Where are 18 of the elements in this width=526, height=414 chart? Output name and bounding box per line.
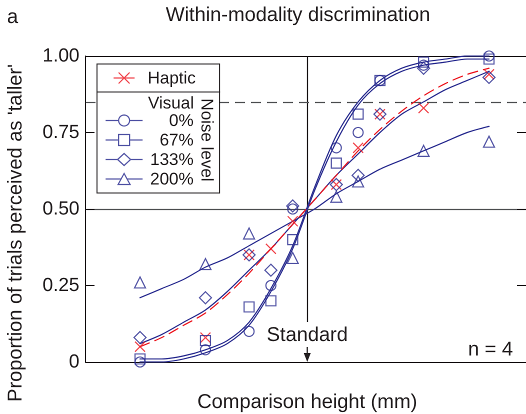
x-tick-label: Standard xyxy=(266,324,348,346)
y-tick-label: 0 xyxy=(68,352,80,372)
legend-label: 0% xyxy=(169,111,194,130)
legend-label: 200% xyxy=(150,170,194,188)
x-axis-title: Comparison height (mm) xyxy=(197,391,418,413)
annotation: Visual xyxy=(148,94,194,112)
legend-label: 133% xyxy=(150,150,194,169)
legend-label: 67% xyxy=(160,130,194,150)
y-tick-label: 0.25 xyxy=(42,275,80,296)
legend-title: Noise level xyxy=(198,98,216,182)
legend-label: Haptic xyxy=(148,68,196,88)
y-tick-label: 0.50 xyxy=(42,198,80,220)
chart-title: Within-modality discrimination xyxy=(166,4,430,26)
annotation: n = 4 xyxy=(468,338,513,360)
y-tick-label: 0.75 xyxy=(42,122,80,143)
y-tick-label: 1.00 xyxy=(42,46,80,66)
y-axis-title: Proportion of trials perceived as 'taller' xyxy=(4,64,26,402)
text: a xyxy=(7,6,19,28)
